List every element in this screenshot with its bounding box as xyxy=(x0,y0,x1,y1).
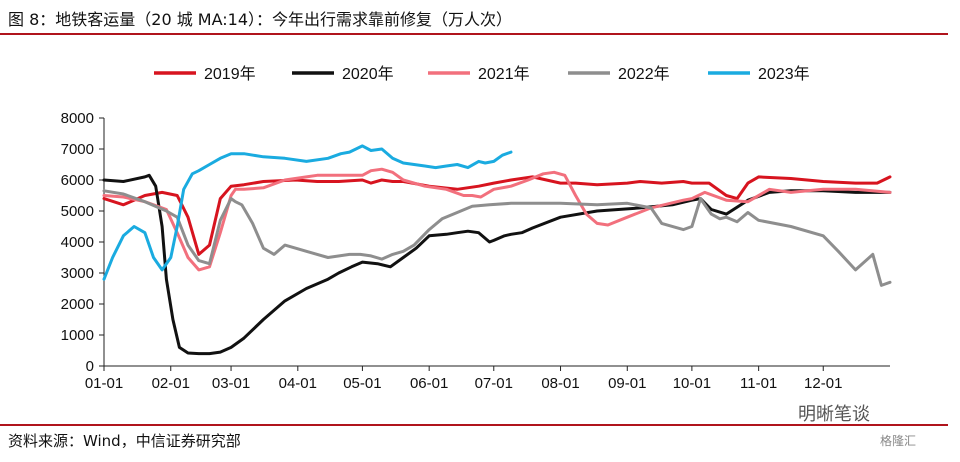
x-tick-label: 08-01 xyxy=(541,375,579,392)
legend: 2019年 2020年 2021年 2022年 2023年 xyxy=(154,65,810,83)
y-tick-label: 0 xyxy=(86,358,94,375)
x-tick-label: 07-01 xyxy=(475,375,513,392)
legend-label: 2020年 xyxy=(342,65,394,83)
y-tick-label: 6000 xyxy=(61,172,94,189)
series-layer xyxy=(102,144,892,356)
source-note: 资料来源：Wind，中信证券研究部 xyxy=(8,432,241,450)
x-axis: 01-01 02-01 03-01 04-01 05-01 06-01 07-01 08-01… xyxy=(85,365,890,392)
y-tick-label: 2000 xyxy=(61,296,94,313)
x-tick-label: 12-01 xyxy=(804,375,842,392)
series-line-2020年 xyxy=(102,173,892,356)
y-tick-label: 3000 xyxy=(61,265,94,282)
x-tick-label: 03-01 xyxy=(212,375,250,392)
legend-label: 2019年 xyxy=(204,65,256,83)
y-tick-label: 8000 xyxy=(61,110,94,127)
series-line-2023年 xyxy=(102,144,513,281)
line-chart: 2019年 2020年 2021年 2022年 2023年 0 1000 2000 3000 4… xyxy=(61,65,892,392)
legend-label: 2023年 xyxy=(758,65,810,83)
x-tick-label: 05-01 xyxy=(343,375,381,392)
chart-title: 图 8：地铁客运量（20 城 MA:14）：今年出行需求靠前修复（万人次） xyxy=(8,10,513,29)
y-tick-label: 7000 xyxy=(61,141,94,158)
source-divider xyxy=(0,424,948,426)
y-tick-label: 4000 xyxy=(61,234,94,251)
y-tick-label: 5000 xyxy=(61,203,94,220)
series-line-2021年 xyxy=(102,167,892,272)
legend-label: 2022年 xyxy=(618,65,670,83)
x-tick-label: 01-01 xyxy=(85,375,123,392)
x-tick-label: 09-01 xyxy=(608,375,646,392)
series-line-2022年 xyxy=(102,189,892,287)
y-tick-label: 1000 xyxy=(61,327,94,344)
x-tick-label: 10-01 xyxy=(673,375,711,392)
x-tick-label: 11-01 xyxy=(740,375,777,392)
series-line-2019年 xyxy=(102,175,892,256)
watermark-secondary: 格隆汇 xyxy=(880,434,917,448)
legend-label: 2021年 xyxy=(478,65,530,83)
x-tick-label: 06-01 xyxy=(410,375,448,392)
x-tick-label: 04-01 xyxy=(279,375,317,392)
x-tick-label: 02-01 xyxy=(152,375,190,392)
watermark: 明晰笔谈 xyxy=(798,404,870,425)
y-axis: 0 1000 2000 3000 4000 5000 6000 7000 8000 xyxy=(61,110,105,375)
title-divider xyxy=(0,33,948,35)
